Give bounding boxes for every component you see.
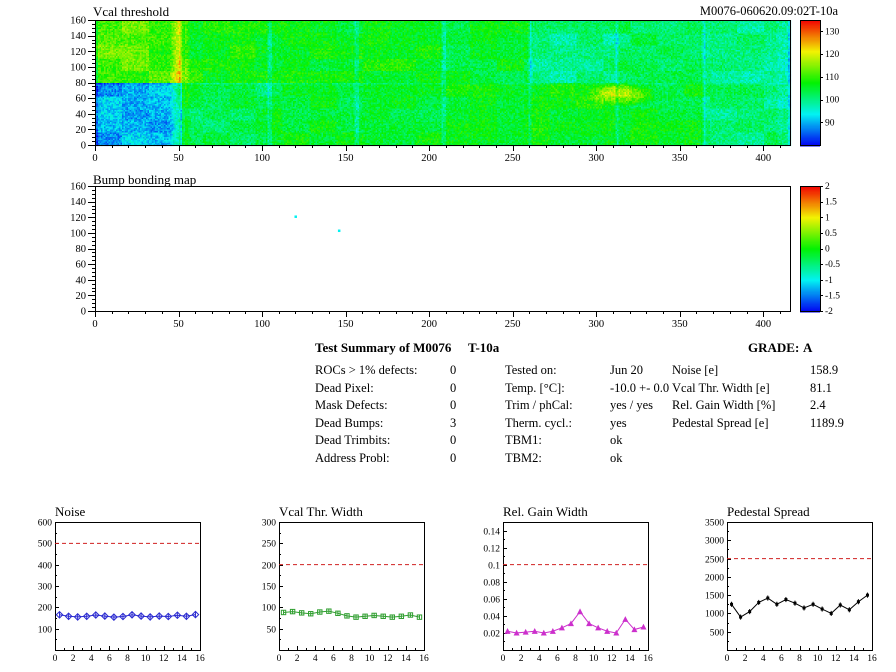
results-label: Vcal Thr. Width [e] <box>672 381 770 396</box>
defects-label: Dead Bumps: <box>315 416 383 431</box>
defects-value: 0 <box>450 433 456 448</box>
defects-value: 0 <box>450 363 456 378</box>
conditions-value: ok <box>610 433 623 448</box>
defects-label: Mask Defects: <box>315 398 388 413</box>
module-id-annotation: M0076-060620.09:02T-10a <box>538 4 838 19</box>
rel-gain-width-plot-canvas <box>448 505 672 672</box>
defects-label: Address Probl: <box>315 451 390 466</box>
results-value: 1189.9 <box>810 416 844 431</box>
vcal-threshold-title: Vcal threshold <box>93 4 169 20</box>
defects-label: Dead Trimbits: <box>315 433 390 448</box>
defects-value: 0 <box>450 451 456 466</box>
defects-value: 0 <box>450 398 456 413</box>
results-label: Noise [e] <box>672 363 718 378</box>
conditions-value: yes / yes <box>610 398 653 413</box>
defects-value: 0 <box>450 381 456 396</box>
conditions-value: -10.0 +- 0.0 <box>610 381 669 396</box>
conditions-value: ok <box>610 451 623 466</box>
conditions-label: Therm. cycl.: <box>505 416 572 431</box>
noise-plot-canvas <box>0 505 224 672</box>
conditions-value: Jun 20 <box>610 363 643 378</box>
bump-bonding-map-canvas <box>0 170 896 335</box>
conditions-value: yes <box>610 416 627 431</box>
results-value: 81.1 <box>810 381 832 396</box>
conditions-label: TBM1: <box>505 433 542 448</box>
grade-value: A <box>803 340 812 356</box>
conditions-label: TBM2: <box>505 451 542 466</box>
summary-title: Test Summary of M0076 <box>315 340 451 356</box>
grade-label: GRADE: <box>748 340 799 356</box>
module-test-report-page: Vcal threshold M0076-060620.09:02T-10a B… <box>0 0 896 672</box>
noise-plot-title: Noise <box>55 504 85 520</box>
vcal-thr-width-plot-canvas <box>224 505 448 672</box>
conditions-label: Tested on: <box>505 363 557 378</box>
defects-label: Dead Pixel: <box>315 381 374 396</box>
bump-bonding-title: Bump bonding map <box>93 172 196 188</box>
conditions-label: Temp. [°C]: <box>505 381 565 396</box>
rel-gain-width-plot-title: Rel. Gain Width <box>503 504 588 520</box>
conditions-label: Trim / phCal: <box>505 398 573 413</box>
defects-label: ROCs > 1% defects: <box>315 363 418 378</box>
defects-value: 3 <box>450 416 456 431</box>
results-value: 2.4 <box>810 398 826 413</box>
vcal-thr-width-plot-title: Vcal Thr. Width <box>279 504 363 520</box>
pedestal-spread-plot-title: Pedestal Spread <box>727 504 810 520</box>
summary-subtitle: T-10a <box>468 340 499 356</box>
vcal-threshold-heatmap-canvas <box>0 0 896 170</box>
results-label: Rel. Gain Width [%] <box>672 398 775 413</box>
results-label: Pedestal Spread [e] <box>672 416 769 431</box>
results-value: 158.9 <box>810 363 838 378</box>
pedestal-spread-plot-canvas <box>672 505 896 672</box>
